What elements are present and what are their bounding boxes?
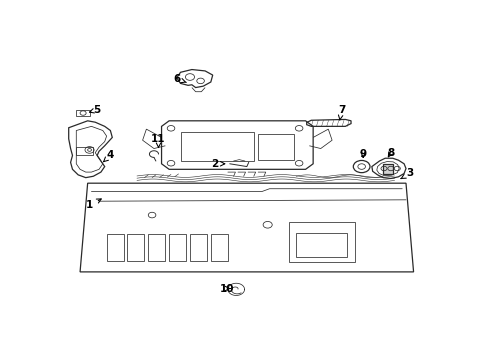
Text: 8: 8 — [386, 148, 394, 158]
Text: 1: 1 — [85, 199, 101, 210]
Text: 2: 2 — [210, 159, 224, 169]
Text: 4: 4 — [103, 150, 114, 162]
Text: 11: 11 — [151, 134, 165, 147]
Text: 10: 10 — [220, 284, 234, 293]
Text: 3: 3 — [400, 168, 413, 179]
Text: 9: 9 — [359, 149, 366, 159]
Text: 5: 5 — [89, 105, 101, 115]
Text: 7: 7 — [337, 105, 345, 120]
Text: 6: 6 — [173, 74, 186, 84]
